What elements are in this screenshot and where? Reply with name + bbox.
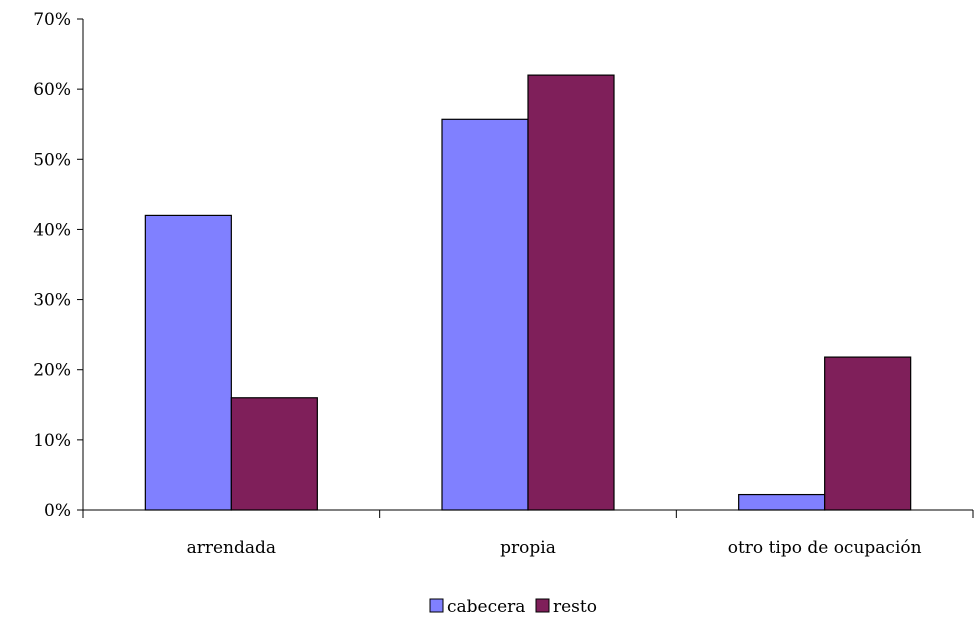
y-tick-label: 30% (33, 291, 71, 311)
x-axis: arrendada propia otro tipo de ocupación (82, 509, 974, 558)
y-tick-label: 0% (44, 501, 71, 521)
legend-label-resto: resto (553, 597, 597, 617)
x-category-label: propia (500, 538, 556, 558)
bar-cabecera-2 (738, 493, 826, 511)
y-tick-label: 70% (33, 10, 71, 30)
x-category-label: otro tipo de ocupación (728, 538, 922, 558)
y-tick-label: 60% (33, 80, 71, 100)
legend-label-cabecera: cabecera (447, 597, 525, 617)
bar-resto-0 (230, 397, 318, 511)
bars (144, 74, 912, 511)
y-tick-label: 40% (33, 220, 71, 240)
legend-swatch-resto (535, 598, 550, 613)
x-category-label: arrendada (187, 538, 276, 558)
y-axis: 0% 10% 20% 30% 40% 50% 60% 70% (33, 10, 84, 521)
bar-cabecera-0 (144, 214, 232, 511)
y-tick-label: 10% (33, 431, 71, 451)
legend-swatch-cabecera (429, 598, 444, 613)
bar-resto-1 (527, 74, 615, 511)
y-tick-label: 20% (33, 361, 71, 381)
legend: cabecera resto (429, 597, 597, 617)
bar-cabecera-1 (441, 118, 529, 511)
y-tick-label: 50% (33, 150, 71, 170)
bar-resto-2 (824, 356, 912, 511)
